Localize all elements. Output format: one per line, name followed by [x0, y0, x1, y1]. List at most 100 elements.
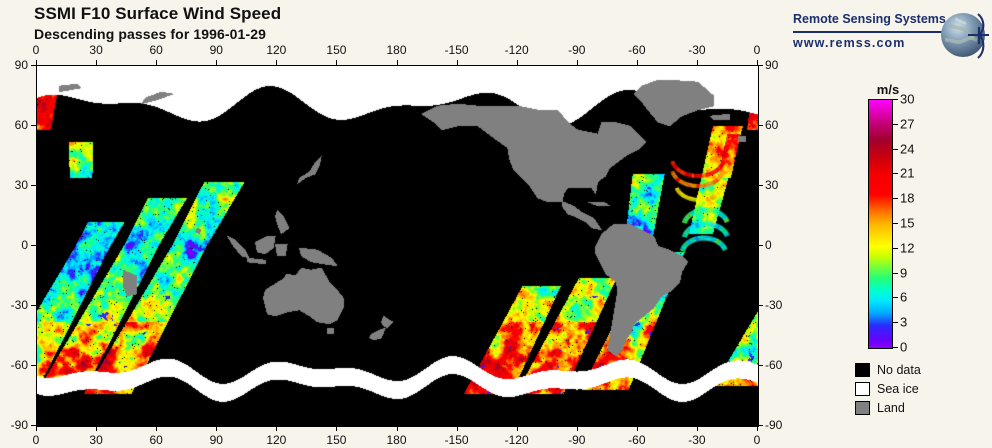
x-axis-label-bottom: -90	[568, 433, 586, 447]
legend-label-sea-ice: Sea ice	[877, 382, 919, 396]
colorbar-tick	[892, 297, 898, 299]
y-tick-left	[31, 185, 36, 186]
x-axis-label-bottom: 180	[386, 433, 407, 447]
x-tick-top	[156, 60, 158, 65]
colorbar-tick-label: 27	[900, 116, 915, 132]
globe-icon	[941, 13, 989, 59]
x-axis-label-bottom: 30	[89, 433, 103, 447]
colorbar-tick	[892, 272, 898, 274]
x-tick-bottom	[156, 426, 158, 431]
colorbar-tick-label: 0	[900, 339, 908, 355]
colorbar-tick-label: 12	[900, 240, 915, 256]
y-axis-label-left: -60	[10, 358, 28, 372]
x-tick-bottom	[96, 426, 98, 431]
x-tick-bottom	[516, 426, 518, 431]
y-tick-left	[31, 365, 36, 366]
legend-swatch-land	[855, 401, 870, 415]
y-axis-label-left: 90	[14, 58, 28, 72]
x-axis-label-top: -90	[568, 43, 586, 57]
colorbar-tick-label: 9	[900, 265, 908, 281]
legend-item-no-data: No data	[855, 361, 985, 379]
x-axis-label-bottom: -150	[444, 433, 469, 447]
x-axis-label-bottom: -30	[688, 433, 706, 447]
legend-item-land: Land	[855, 399, 985, 417]
colorbar-tick-label: 15	[900, 215, 915, 231]
colorbar-tick	[892, 223, 898, 224]
x-axis-label-top: 90	[209, 43, 223, 57]
colorbar-tick	[892, 322, 898, 324]
x-tick-bottom	[36, 426, 37, 431]
x-axis-label-bottom: 120	[266, 433, 287, 447]
x-axis-label-top: -30	[688, 43, 706, 57]
x-tick-bottom	[276, 426, 278, 431]
map-plot-area	[36, 65, 759, 427]
y-axis-label-right: -60	[765, 358, 783, 372]
y-axis-label-left: 30	[14, 178, 28, 192]
logo-website: www.remss.com	[793, 36, 906, 50]
colorbar-tick-label: 18	[900, 190, 915, 206]
logo-divider	[793, 31, 945, 33]
y-axis-label-right: -90	[765, 418, 783, 432]
x-tick-top	[636, 60, 638, 65]
x-tick-top	[96, 60, 98, 65]
page-subtitle: Descending passes for 1996-01-29	[34, 26, 266, 42]
colorbar-tick	[892, 173, 898, 175]
colorbar-tick	[892, 123, 898, 125]
colorbar-tick	[892, 148, 898, 150]
x-tick-bottom	[696, 426, 698, 431]
y-axis-label-right: 30	[765, 178, 779, 192]
x-tick-top	[276, 60, 278, 65]
y-tick-left	[31, 125, 36, 126]
map-legend: No data Sea ice Land	[855, 361, 985, 418]
x-axis-label-top: 120	[266, 43, 287, 57]
x-tick-top	[36, 60, 37, 65]
y-axis-label-left: 0	[21, 238, 28, 252]
y-axis-label-left: -30	[10, 298, 28, 312]
colorbar-tick	[892, 247, 898, 249]
x-tick-top	[696, 60, 698, 65]
x-tick-top	[576, 60, 578, 65]
colorbar-tick-label: 21	[900, 165, 915, 181]
colorbar-tick-label: 6	[900, 289, 908, 305]
x-tick-bottom	[757, 426, 758, 431]
x-axis-label-top: -150	[444, 43, 469, 57]
x-tick-top	[516, 60, 518, 65]
legend-label-no-data: No data	[877, 363, 921, 377]
y-axis-label-left: -90	[10, 418, 28, 432]
x-axis-label-top: 60	[149, 43, 163, 57]
colorbar-gradient	[869, 100, 892, 348]
y-axis-label-left: 60	[14, 118, 28, 132]
x-axis-label-bottom: -120	[504, 433, 529, 447]
colorbar-tick	[892, 99, 898, 100]
x-tick-bottom	[336, 426, 338, 431]
colorbar-unit-label: m/s	[876, 82, 900, 97]
x-axis-label-bottom: 90	[209, 433, 223, 447]
colorbar-tick-label: 3	[900, 314, 908, 330]
title-block: SSMI F10 Surface Wind Speed Descending p…	[34, 4, 281, 43]
y-tick-left	[31, 425, 36, 426]
remss-logo: Remote Sensing Systems www.remss.com	[789, 10, 989, 66]
legend-swatch-no-data	[855, 363, 870, 377]
y-tick-right	[758, 365, 763, 366]
colorbar-tick-label: 30	[900, 91, 915, 107]
x-axis-label-bottom: 0	[753, 433, 761, 447]
y-tick-right	[758, 425, 763, 426]
y-axis-label-right: 90	[765, 58, 779, 72]
x-tick-bottom	[636, 426, 638, 431]
colorbar-tick-label: 24	[900, 141, 915, 157]
x-axis-label-bottom: 150	[326, 433, 347, 447]
x-tick-bottom	[576, 426, 578, 431]
x-axis-label-bottom: 0	[32, 433, 40, 447]
x-axis-label-top: -60	[628, 43, 646, 57]
x-axis-label-top: 0	[753, 43, 761, 57]
x-axis-label-top: 30	[89, 43, 103, 57]
y-tick-right	[758, 305, 763, 306]
x-axis-label-top: 150	[326, 43, 347, 57]
x-axis-label-bottom: -60	[628, 433, 646, 447]
legend-swatch-sea-ice	[855, 382, 870, 396]
logo-company-name: Remote Sensing Systems	[793, 12, 946, 26]
x-axis-label-bottom: 60	[149, 433, 163, 447]
y-axis-label-right: 0	[765, 238, 772, 252]
x-tick-top	[396, 60, 398, 65]
